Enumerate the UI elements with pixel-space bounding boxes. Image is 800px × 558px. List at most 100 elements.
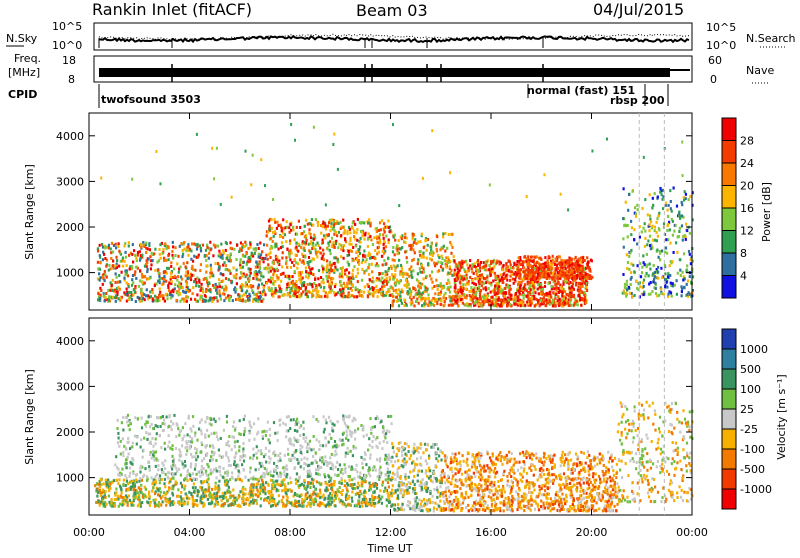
- power-cell: [246, 274, 248, 277]
- power-cell: [352, 227, 354, 230]
- power-cell: [502, 289, 504, 292]
- velocity-cell: [155, 498, 157, 501]
- power-cell: [202, 300, 204, 303]
- power-cell: [402, 290, 404, 293]
- power-cell: [414, 251, 416, 254]
- power-cell: [567, 259, 569, 262]
- velocity-cell: [304, 487, 306, 490]
- power-cell: [591, 276, 593, 279]
- velocity-cell: [154, 502, 156, 505]
- power-cell: [396, 300, 398, 303]
- power-cell: [307, 276, 309, 279]
- velocity-cell: [245, 502, 247, 505]
- power-cell: [286, 220, 288, 223]
- power-cell: [646, 264, 648, 267]
- power-cell: [170, 275, 172, 278]
- power-cell: [329, 249, 331, 252]
- power-cell: [333, 220, 335, 223]
- power-cell: [657, 271, 659, 274]
- power-cell: [442, 269, 444, 272]
- power-cell: [520, 301, 522, 304]
- power-cell: [368, 290, 370, 293]
- power-cell: [124, 273, 126, 276]
- power-cell: [449, 295, 451, 298]
- power-cell: [200, 289, 202, 292]
- power-ytick-label: 3000: [56, 175, 84, 188]
- power-cell: [474, 265, 476, 268]
- velocity-cell: [94, 484, 96, 487]
- power-cell: [108, 264, 110, 267]
- power-cell: [115, 256, 117, 259]
- power-cell: [544, 262, 546, 265]
- power-cell: [473, 291, 475, 294]
- power-cell: [514, 303, 516, 306]
- power-cell: [219, 294, 221, 297]
- velocity-cell: [342, 503, 344, 506]
- power-cell: [681, 287, 683, 290]
- velocity-cell: [298, 500, 300, 503]
- power-cell: [205, 290, 207, 293]
- power-cell: [518, 262, 520, 265]
- velocity-cell: [137, 504, 139, 507]
- velocity-cell: [148, 495, 150, 498]
- power-cell: [269, 247, 271, 250]
- power-cell: [370, 238, 372, 241]
- power-cell: [125, 251, 127, 254]
- power-cell: [646, 243, 648, 246]
- power-cell: [321, 257, 323, 260]
- power-colorbar-cell: [722, 276, 736, 299]
- power-cell: [106, 276, 108, 279]
- power-cell: [641, 271, 643, 274]
- power-cell: [504, 295, 506, 298]
- power-cell: [530, 288, 532, 291]
- power-cell: [465, 283, 467, 286]
- power-cell: [349, 228, 351, 231]
- power-cell: [354, 223, 356, 226]
- velocity-cell: [374, 496, 376, 499]
- velocity-cell: [119, 503, 121, 506]
- velocity-cell: [180, 491, 182, 494]
- power-cell: [123, 245, 125, 248]
- power-cell: [665, 278, 667, 281]
- power-cell: [300, 287, 302, 290]
- power-cell: [637, 208, 639, 211]
- power-cell: [230, 259, 232, 262]
- power-cell: [436, 250, 438, 253]
- power-cell: [289, 291, 291, 294]
- power-cell: [208, 257, 210, 260]
- power-colorbar-tick-label: 24: [740, 157, 754, 170]
- power-cell: [625, 292, 627, 295]
- power-cell: [238, 295, 240, 298]
- velocity-cell: [319, 502, 321, 505]
- power-cell: [357, 218, 359, 221]
- power-cell: [640, 275, 642, 278]
- noise-right-tick-bottom: 10^0: [706, 39, 736, 52]
- velocity-cell: [385, 478, 387, 481]
- power-cell: [229, 241, 231, 244]
- velocity-cell: [296, 493, 298, 496]
- velocity-cell: [333, 484, 335, 487]
- power-cell: [381, 272, 383, 275]
- power-cell: [152, 259, 154, 262]
- power-cell: [453, 259, 455, 262]
- power-cell: [185, 274, 187, 277]
- power-cell: [268, 220, 270, 223]
- power-cell: [301, 284, 303, 287]
- velocity-cell: [340, 491, 342, 494]
- power-cell: [289, 258, 291, 261]
- velocity-cell: [257, 478, 259, 481]
- power-cell: [292, 228, 294, 231]
- power-cell: [195, 284, 197, 287]
- power-cell: [641, 266, 643, 269]
- velocity-cell: [252, 489, 254, 492]
- power-cell: [170, 261, 172, 264]
- power-cell: [463, 293, 465, 296]
- power-cell: [628, 268, 630, 271]
- power-cell: [180, 242, 182, 245]
- power-cell: [359, 245, 361, 248]
- power-cell: [378, 236, 380, 239]
- power-cell: [357, 255, 359, 258]
- velocity-cell: [334, 480, 336, 483]
- power-cell: [163, 259, 165, 262]
- power-cell: [455, 291, 457, 294]
